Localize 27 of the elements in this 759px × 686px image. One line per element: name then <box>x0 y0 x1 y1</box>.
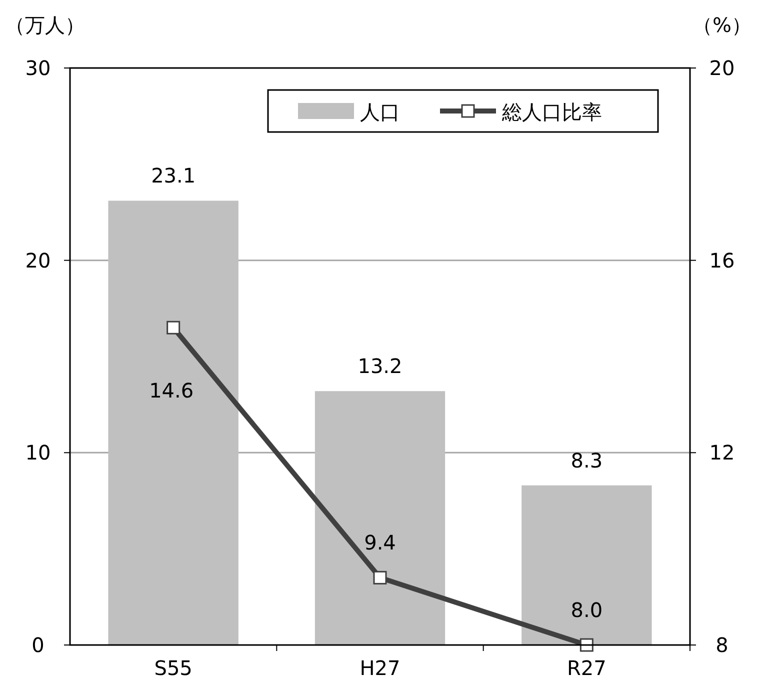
bar <box>522 485 652 645</box>
y-tick-label: 10 <box>25 440 51 465</box>
point <box>166 320 180 334</box>
data-label: 8.0 <box>570 598 603 622</box>
bar <box>108 200 238 645</box>
x-tick-label: H27 <box>360 656 400 680</box>
y-tick-label: 0 <box>32 633 44 657</box>
y2-axis-title: （%） <box>692 13 752 37</box>
bar <box>314 391 446 645</box>
y2-tick-label: 16 <box>709 248 735 272</box>
data-label: 13.2 <box>358 354 402 378</box>
legend-label: 総人口比率 <box>501 100 602 124</box>
y2-tick-label: 20 <box>709 56 735 80</box>
y2-tick-label: 12 <box>709 440 735 465</box>
data-label: 8.3 <box>570 448 603 472</box>
x-tick-label: R27 <box>566 656 606 680</box>
point <box>373 570 387 584</box>
y-axis-title: （万人） <box>5 13 85 37</box>
data-label: 9.4 <box>364 530 396 555</box>
y-tick-label: 20 <box>25 248 51 272</box>
y-tick-label: 30 <box>25 56 51 80</box>
data-label: 23.1 <box>151 164 196 188</box>
y2-tick-label: 8 <box>716 633 728 657</box>
data-label: 14.6 <box>149 378 194 403</box>
point <box>580 638 594 652</box>
x-tick-label: S55 <box>154 656 192 680</box>
legend-label: 人口 <box>360 100 400 124</box>
